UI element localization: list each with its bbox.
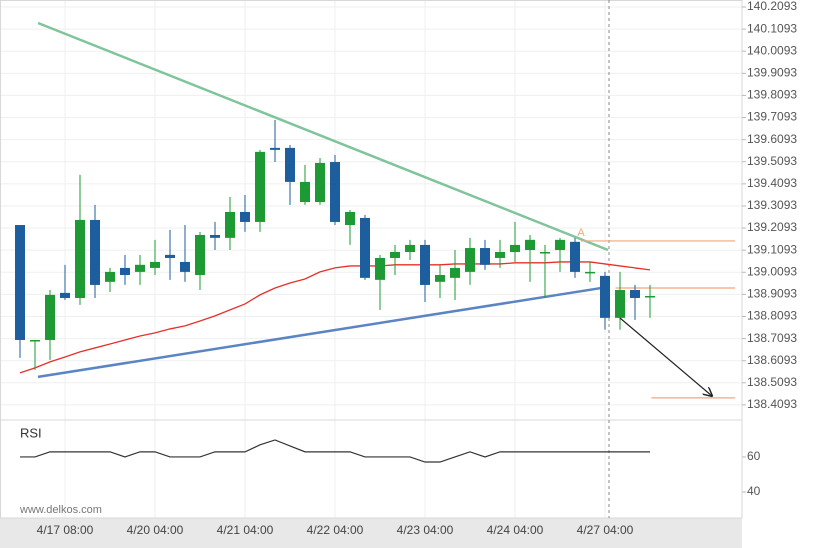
y-tick-label: 139.1093 [747, 242, 797, 256]
y-tick-label: 138.5093 [747, 375, 797, 389]
candle-body [45, 294, 55, 340]
candle-body [255, 151, 265, 222]
candle-body [600, 275, 610, 318]
candle-body [240, 211, 250, 222]
y-tick-label: 139.9093 [747, 65, 797, 79]
candle-body [510, 244, 520, 252]
candle-body [60, 292, 70, 298]
y-tick-label: 60 [747, 449, 761, 463]
candle-body [525, 239, 535, 251]
candle-body [120, 267, 130, 275]
candle-body [585, 271, 595, 274]
y-tick-label: 139.0093 [747, 264, 797, 278]
x-tick-label: 4/21 04:00 [217, 523, 274, 537]
y-tick-label: 40 [747, 484, 761, 498]
candle-body [540, 252, 550, 254]
x-tick-label: 4/17 08:00 [37, 523, 94, 537]
y-tick-label: 138.8093 [747, 309, 797, 323]
candle-body [450, 267, 460, 278]
y-tick-label: 139.7093 [747, 110, 797, 124]
candle-body [495, 252, 505, 258]
trendline [37, 21, 609, 252]
x-tick-label: 4/23 04:00 [397, 523, 454, 537]
x-tick-label: 4/20 04:00 [127, 523, 184, 537]
candle-body [165, 254, 175, 258]
candle-body [630, 290, 640, 298]
watermark: www.delkos.com [19, 504, 102, 516]
candle-body [315, 162, 325, 203]
annotation: A [577, 227, 585, 239]
candle-body [465, 248, 475, 272]
candle-body [210, 234, 220, 238]
rsi-line [20, 439, 650, 463]
y-tick-label: 139.8093 [747, 88, 797, 102]
x-axis-band [0, 518, 742, 548]
candle-body [15, 225, 25, 340]
candle-body [105, 271, 115, 282]
candle-body [270, 147, 280, 150]
forecast-arrow [619, 317, 712, 396]
y-tick-label: 140.2093 [747, 0, 797, 13]
y-tick-label: 139.4093 [747, 176, 797, 190]
candle-body [345, 211, 355, 226]
y-tick-label: 139.3093 [747, 198, 797, 212]
candle-body [555, 239, 565, 251]
candle-body [135, 264, 145, 272]
x-tick-label: 4/24 04:00 [487, 523, 544, 537]
candle-body [645, 295, 655, 298]
y-tick-label: 138.7093 [747, 331, 797, 345]
y-tick-label: 138.4093 [747, 397, 797, 411]
candle-body [285, 147, 295, 182]
trendline [37, 285, 609, 379]
x-tick-label: 4/22 04:00 [307, 523, 364, 537]
rsi-title: RSI [20, 425, 42, 440]
candle-body [90, 219, 100, 285]
candle-body [435, 274, 445, 282]
candle-body [375, 257, 385, 280]
candle-body [570, 241, 580, 272]
candle-body [480, 248, 490, 265]
candle-body [420, 244, 430, 285]
candle-body [360, 217, 370, 278]
candle-body [405, 244, 415, 252]
y-tick-label: 140.1093 [747, 21, 797, 35]
y-tick-label: 138.9093 [747, 287, 797, 301]
candle-body [225, 211, 235, 238]
candle-body [390, 252, 400, 258]
y-tick-label: 139.2093 [747, 220, 797, 234]
y-tick-label: 139.5093 [747, 154, 797, 168]
candle-body [615, 290, 625, 318]
plot-border [0, 0, 743, 519]
candle-body [75, 219, 85, 298]
candle-body [330, 162, 340, 222]
candle-body [180, 261, 190, 272]
x-tick-label: 4/27 04:00 [577, 523, 634, 537]
y-tick-label: 138.6093 [747, 353, 797, 367]
candle-body [195, 234, 205, 275]
y-tick-label: 140.0093 [747, 43, 797, 57]
y-tick-label: 139.6093 [747, 132, 797, 146]
candle-body [30, 339, 40, 342]
candle-body [150, 261, 160, 268]
candle-body [300, 181, 310, 203]
